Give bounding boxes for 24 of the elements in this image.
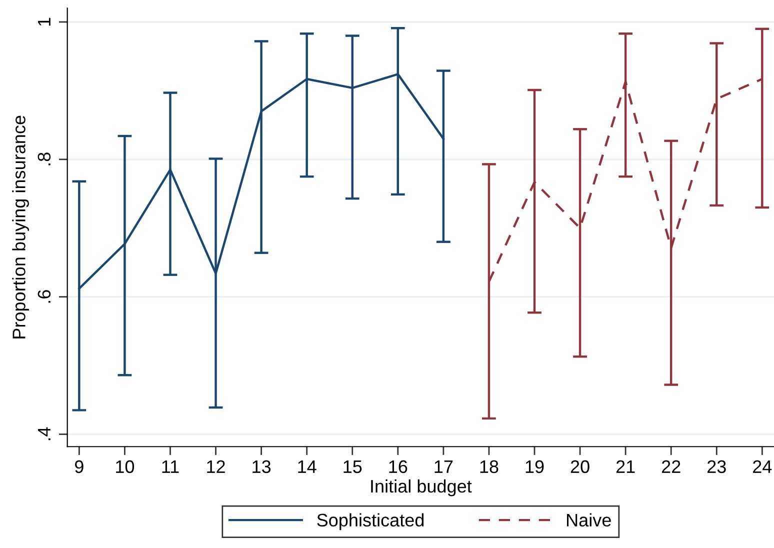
x-tick-label: 14	[298, 460, 316, 473]
x-axis-title: Initial budget	[371, 479, 472, 496]
x-tick-label: 21	[616, 460, 635, 473]
x-tick-label: 22	[662, 460, 680, 473]
x-tick-label: 23	[707, 460, 726, 474]
x-tick-label: 12	[207, 460, 225, 473]
x-tick-label: 11	[162, 460, 179, 473]
x-tick-label: 9	[75, 460, 84, 474]
x-tick-label: 19	[526, 460, 544, 474]
x-tick-label: 16	[389, 460, 408, 474]
x-tick-label: 24	[753, 460, 772, 473]
legend-label: Naive	[567, 513, 611, 527]
legend-label: Sophisticated	[317, 513, 424, 530]
y-axis-title: Proportion buying insurance	[12, 116, 29, 338]
x-tick-label: 17	[434, 460, 453, 473]
x-tick-label: 15	[344, 460, 362, 474]
x-tick-label: 18	[480, 460, 498, 474]
y-tick-label: .6	[38, 290, 51, 303]
x-tick-label: 10	[116, 460, 134, 474]
x-tick-label: 20	[570, 460, 590, 474]
y-tick-label: .4	[38, 427, 50, 440]
y-tick-label: .8	[38, 152, 51, 166]
x-tick-label: 13	[252, 460, 271, 474]
y-tick-label: 1	[38, 18, 50, 26]
